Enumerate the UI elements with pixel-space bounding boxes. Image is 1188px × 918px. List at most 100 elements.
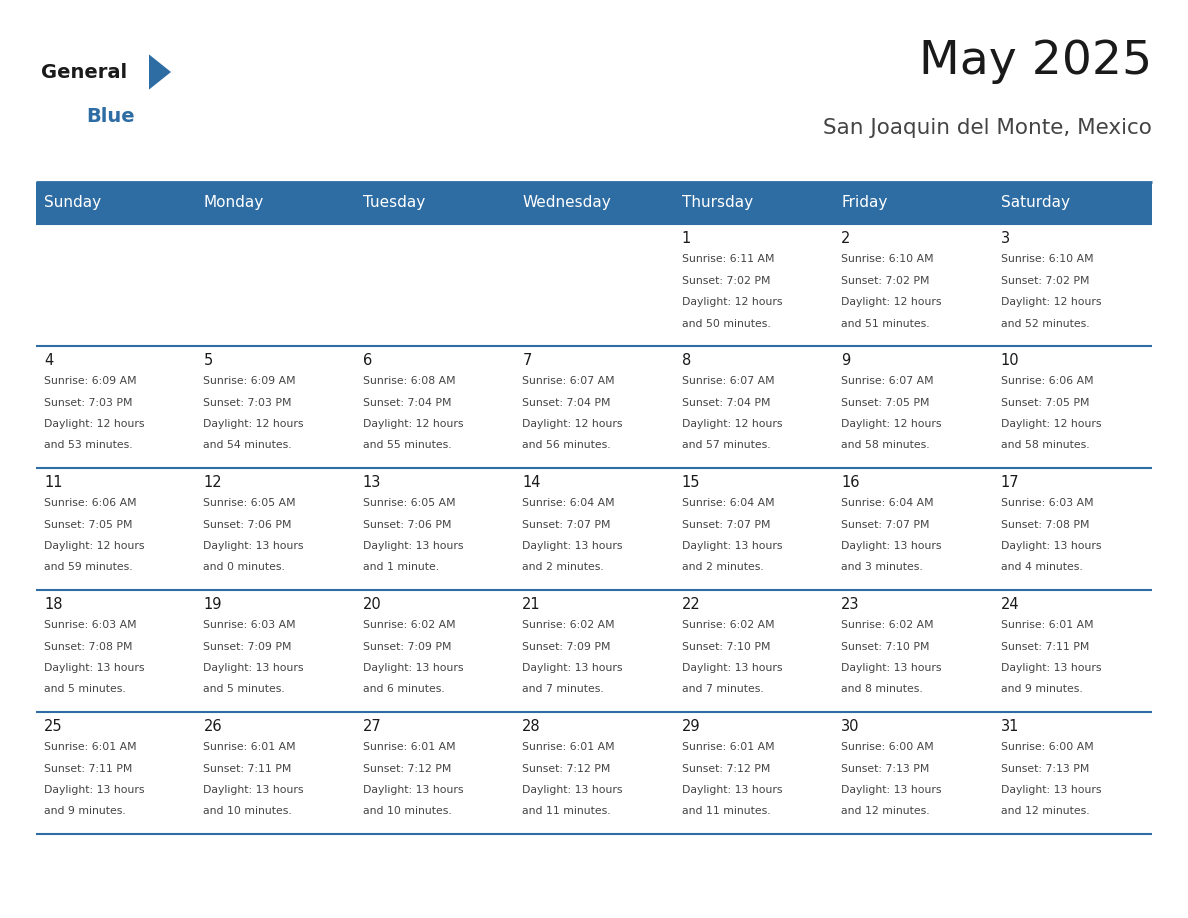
Polygon shape xyxy=(148,54,171,90)
Text: Daylight: 12 hours: Daylight: 12 hours xyxy=(841,297,942,307)
Text: Sunset: 7:08 PM: Sunset: 7:08 PM xyxy=(1000,520,1089,530)
Text: 27: 27 xyxy=(362,719,381,734)
Text: 17: 17 xyxy=(1000,475,1019,490)
Text: and 10 minutes.: and 10 minutes. xyxy=(203,807,292,816)
Text: 6: 6 xyxy=(362,353,372,368)
Bar xyxy=(674,346,833,468)
Text: 25: 25 xyxy=(44,719,63,734)
Bar xyxy=(196,224,355,346)
Text: Daylight: 12 hours: Daylight: 12 hours xyxy=(1000,297,1101,307)
Text: and 7 minutes.: and 7 minutes. xyxy=(682,685,764,695)
Text: Sunrise: 6:03 AM: Sunrise: 6:03 AM xyxy=(44,620,137,630)
Text: Sunrise: 6:01 AM: Sunrise: 6:01 AM xyxy=(682,742,775,752)
Bar xyxy=(674,590,833,712)
Bar xyxy=(674,468,833,590)
Text: Daylight: 13 hours: Daylight: 13 hours xyxy=(523,785,623,795)
Bar xyxy=(992,224,1152,346)
Text: 26: 26 xyxy=(203,719,222,734)
Text: Daylight: 13 hours: Daylight: 13 hours xyxy=(203,541,304,551)
Text: Daylight: 13 hours: Daylight: 13 hours xyxy=(1000,663,1101,673)
Text: Sunset: 7:07 PM: Sunset: 7:07 PM xyxy=(682,520,770,530)
Bar xyxy=(196,468,355,590)
Text: 5: 5 xyxy=(203,353,213,368)
Bar xyxy=(196,182,355,224)
Text: Daylight: 12 hours: Daylight: 12 hours xyxy=(523,419,623,429)
Text: Sunset: 7:13 PM: Sunset: 7:13 PM xyxy=(1000,764,1089,774)
Text: Sunrise: 6:00 AM: Sunrise: 6:00 AM xyxy=(841,742,934,752)
Text: Sunset: 7:09 PM: Sunset: 7:09 PM xyxy=(523,642,611,652)
Bar xyxy=(36,712,196,834)
Text: Sunrise: 6:06 AM: Sunrise: 6:06 AM xyxy=(1000,376,1093,386)
Text: 1: 1 xyxy=(682,231,691,246)
Text: Sunrise: 6:04 AM: Sunrise: 6:04 AM xyxy=(682,498,775,508)
Text: Sunset: 7:07 PM: Sunset: 7:07 PM xyxy=(841,520,930,530)
Text: Daylight: 13 hours: Daylight: 13 hours xyxy=(44,663,145,673)
Text: and 12 minutes.: and 12 minutes. xyxy=(1000,807,1089,816)
Text: Sunset: 7:11 PM: Sunset: 7:11 PM xyxy=(1000,642,1089,652)
Text: Sunset: 7:11 PM: Sunset: 7:11 PM xyxy=(203,764,292,774)
Text: Sunset: 7:10 PM: Sunset: 7:10 PM xyxy=(682,642,770,652)
Text: Daylight: 12 hours: Daylight: 12 hours xyxy=(203,419,304,429)
Text: and 5 minutes.: and 5 minutes. xyxy=(203,685,285,695)
Bar xyxy=(514,182,674,224)
Bar xyxy=(992,468,1152,590)
Bar xyxy=(355,182,514,224)
Text: Sunset: 7:03 PM: Sunset: 7:03 PM xyxy=(203,397,292,408)
Text: and 11 minutes.: and 11 minutes. xyxy=(523,807,611,816)
Text: Thursday: Thursday xyxy=(682,196,753,210)
Text: Sunset: 7:04 PM: Sunset: 7:04 PM xyxy=(523,397,611,408)
Text: 21: 21 xyxy=(523,597,541,612)
Text: Sunrise: 6:09 AM: Sunrise: 6:09 AM xyxy=(203,376,296,386)
Text: 13: 13 xyxy=(362,475,381,490)
Text: Sunday: Sunday xyxy=(44,196,101,210)
Text: Sunset: 7:04 PM: Sunset: 7:04 PM xyxy=(362,397,451,408)
Bar xyxy=(674,712,833,834)
Text: 11: 11 xyxy=(44,475,63,490)
Bar xyxy=(992,590,1152,712)
Text: May 2025: May 2025 xyxy=(918,39,1152,84)
Text: Sunrise: 6:02 AM: Sunrise: 6:02 AM xyxy=(682,620,775,630)
Text: Sunrise: 6:08 AM: Sunrise: 6:08 AM xyxy=(362,376,455,386)
Text: Sunrise: 6:07 AM: Sunrise: 6:07 AM xyxy=(523,376,615,386)
Text: 29: 29 xyxy=(682,719,700,734)
Text: and 56 minutes.: and 56 minutes. xyxy=(523,441,611,451)
Text: Tuesday: Tuesday xyxy=(362,196,425,210)
Text: 30: 30 xyxy=(841,719,860,734)
Text: 4: 4 xyxy=(44,353,53,368)
Text: and 59 minutes.: and 59 minutes. xyxy=(44,563,133,573)
Text: and 11 minutes.: and 11 minutes. xyxy=(682,807,770,816)
Bar xyxy=(36,224,196,346)
Text: 14: 14 xyxy=(523,475,541,490)
Text: Sunrise: 6:02 AM: Sunrise: 6:02 AM xyxy=(362,620,455,630)
Text: Sunset: 7:05 PM: Sunset: 7:05 PM xyxy=(44,520,133,530)
Text: Sunset: 7:10 PM: Sunset: 7:10 PM xyxy=(841,642,930,652)
Text: Daylight: 13 hours: Daylight: 13 hours xyxy=(841,541,942,551)
Text: General: General xyxy=(42,62,127,82)
Text: Wednesday: Wednesday xyxy=(523,196,611,210)
Bar xyxy=(355,224,514,346)
Text: Daylight: 13 hours: Daylight: 13 hours xyxy=(841,663,942,673)
Text: Daylight: 13 hours: Daylight: 13 hours xyxy=(841,785,942,795)
Text: 22: 22 xyxy=(682,597,701,612)
Text: Saturday: Saturday xyxy=(1000,196,1069,210)
Text: Daylight: 12 hours: Daylight: 12 hours xyxy=(1000,419,1101,429)
Text: Daylight: 12 hours: Daylight: 12 hours xyxy=(682,297,782,307)
Bar xyxy=(992,346,1152,468)
Text: Daylight: 13 hours: Daylight: 13 hours xyxy=(362,663,463,673)
Text: and 12 minutes.: and 12 minutes. xyxy=(841,807,930,816)
Bar xyxy=(514,224,674,346)
Bar xyxy=(196,346,355,468)
Bar xyxy=(514,346,674,468)
Text: Daylight: 13 hours: Daylight: 13 hours xyxy=(1000,541,1101,551)
Text: 23: 23 xyxy=(841,597,860,612)
Text: Daylight: 13 hours: Daylight: 13 hours xyxy=(523,663,623,673)
Bar xyxy=(514,712,674,834)
Text: 28: 28 xyxy=(523,719,541,734)
Text: 9: 9 xyxy=(841,353,851,368)
Text: Sunrise: 6:05 AM: Sunrise: 6:05 AM xyxy=(362,498,455,508)
Bar xyxy=(992,182,1152,224)
Text: and 53 minutes.: and 53 minutes. xyxy=(44,441,133,451)
Text: Sunset: 7:04 PM: Sunset: 7:04 PM xyxy=(682,397,770,408)
Text: and 10 minutes.: and 10 minutes. xyxy=(362,807,451,816)
Text: Sunrise: 6:01 AM: Sunrise: 6:01 AM xyxy=(523,742,615,752)
